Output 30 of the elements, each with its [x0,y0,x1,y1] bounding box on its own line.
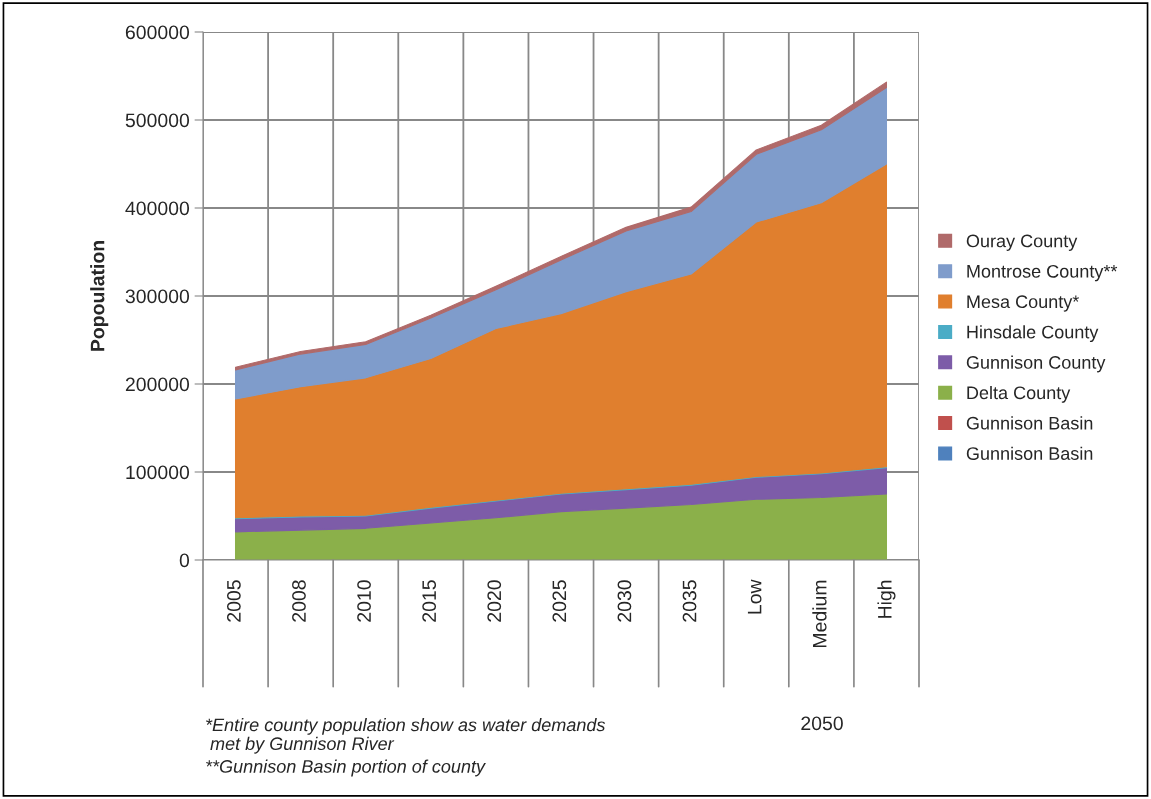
y-tick-label: 600000 [125,25,190,40]
x-tick-label: Low [747,579,762,614]
y-tick-label: 0 [179,553,190,568]
y-axis-title: Popoulation [90,241,109,351]
x-tick-label: 2015 [422,580,437,622]
legend-label: Mesa County* [967,295,1080,312]
x-tick-label: 2010 [357,580,371,622]
y-tick-label: 100000 [126,465,190,480]
legend-label: Montrose County** [967,264,1118,282]
x-tick-label: 2020 [487,580,502,622]
y-tick-label: 500000 [125,113,190,128]
text: **Gunnison Basin portion of county [206,759,486,777]
legend-label: Ouray County [966,234,1078,251]
legend-label: Gunnison Basin [966,416,1093,430]
y-tick-label: 400000 [125,201,190,216]
legend-label: Hinsdale County [967,325,1099,343]
text: *Entire county population show as water demands met by Gunnison River [206,718,606,754]
x-tick-label: 2030 [617,580,632,622]
x-tick-label: 2005 [227,580,241,622]
x-tick-label: 2025 [552,580,567,622]
x-tick-label: High [877,580,896,618]
legend-label: Gunnison Basin [966,446,1093,460]
x-tick-label: Medium [812,580,827,647]
y-tick-label: 200000 [125,377,190,392]
x-tick-label: 2008 [292,580,306,622]
legend-label: Delta County [967,385,1071,403]
y-tick-label: 300000 [125,289,190,304]
legend-label: Gunnison County [966,355,1106,373]
text: 2050 [801,716,843,731]
x-tick-label: 2035 [682,580,697,622]
